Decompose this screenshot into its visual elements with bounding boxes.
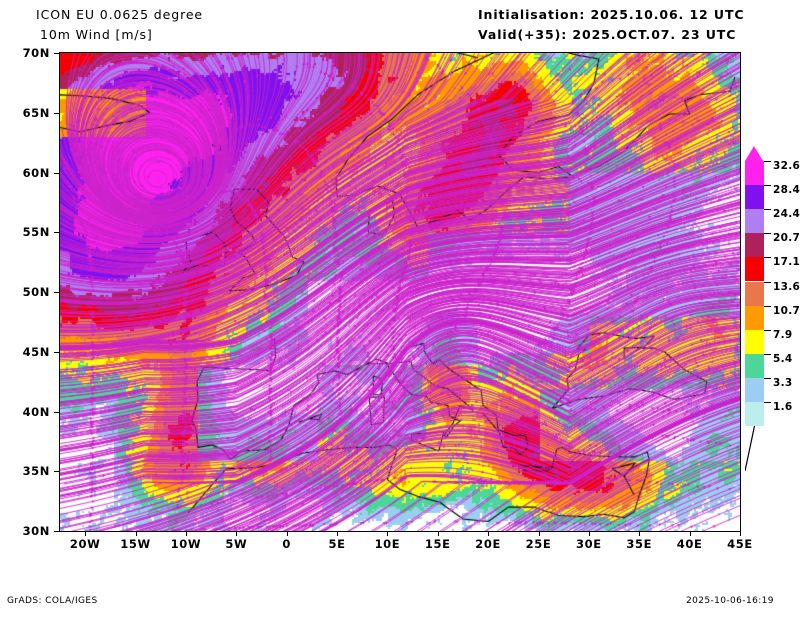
y-axis-tick <box>54 232 59 234</box>
colorbar-band <box>745 377 764 402</box>
x-axis-tick <box>236 531 238 536</box>
x-axis-tick <box>488 531 490 536</box>
x-axis-label: 15E <box>424 537 451 551</box>
colorbar-tick <box>764 233 771 235</box>
colorbar-max-arrow-icon <box>745 146 763 161</box>
colorbar-tick <box>764 402 771 403</box>
x-axis-label: 45E <box>727 537 753 551</box>
x-axis-tick <box>286 531 288 536</box>
y-axis-label: 55N <box>22 225 50 240</box>
y-axis-label: 60N <box>22 165 50 180</box>
y-axis-label: 30N <box>22 524 50 538</box>
y-axis-label: 45N <box>22 344 50 359</box>
y-axis-tick <box>54 411 59 413</box>
grads-credit: GrADS: COLA/IGES <box>7 596 98 606</box>
y-axis-tick <box>54 172 59 174</box>
colorbar-tick <box>764 377 771 379</box>
x-axis-label: 10W <box>170 537 202 551</box>
colorbar-tick <box>764 161 771 162</box>
colorbar-band <box>745 329 764 354</box>
y-axis-tick <box>54 292 59 293</box>
colorbar-band <box>745 233 764 258</box>
colorbar-label: 3.3 <box>773 376 793 389</box>
x-axis-tick <box>135 531 137 536</box>
y-axis-label: 50N <box>22 285 50 299</box>
colorbar-min-tail <box>744 425 764 472</box>
x-axis-label: 5E <box>328 537 346 551</box>
y-axis-tick <box>54 351 59 353</box>
map-plot-area[interactable] <box>59 52 741 532</box>
colorbar-label: 28.4 <box>773 184 800 197</box>
y-axis-tick <box>54 53 59 54</box>
colorbar-band <box>745 161 764 186</box>
x-axis-tick <box>639 531 641 536</box>
colorbar-band <box>745 209 764 234</box>
y-axis-tick <box>54 531 59 532</box>
colorbar-label: 5.4 <box>773 352 793 365</box>
x-axis-label: 25E <box>525 537 552 551</box>
x-axis-tick <box>437 531 439 536</box>
x-axis-label: 30E <box>576 537 602 551</box>
x-axis-tick <box>185 531 187 536</box>
colorbar-label: 1.6 <box>773 401 793 413</box>
colorbar-label: 13.6 <box>773 280 800 293</box>
y-axis-tick <box>54 471 59 473</box>
model-title: ICON EU 0.0625 degree <box>36 7 204 22</box>
y-axis-label: 35N <box>22 464 50 479</box>
x-axis-label: 0 <box>282 537 291 551</box>
valid-time-label: Valid(+35): 2025.OCT.07. 23 UTC <box>478 27 737 42</box>
y-axis-label: 40N <box>22 404 50 419</box>
x-axis-tick <box>689 531 691 536</box>
x-axis-tick <box>337 531 339 536</box>
x-axis-label: 10E <box>374 537 401 551</box>
render-timestamp: 2025-10-06-16:19 <box>686 596 774 606</box>
x-axis-tick <box>387 531 389 536</box>
colorbar-band <box>745 281 764 306</box>
colorbar-label: 10.7 <box>773 304 800 317</box>
colorbar-tick <box>764 185 771 187</box>
x-axis-label: 20W <box>69 537 101 551</box>
x-axis-tick <box>740 531 741 536</box>
colorbar-tick <box>764 329 771 331</box>
colorbar-tick <box>764 281 771 283</box>
colorbar-label: 32.6 <box>773 160 800 172</box>
colorbar-label: 7.9 <box>773 328 793 341</box>
colorbar-label: 17.1 <box>773 256 800 269</box>
colorbar-label: 20.7 <box>773 232 800 245</box>
x-axis-tick <box>538 531 540 536</box>
wind-field-canvas <box>60 53 740 531</box>
colorbar-band <box>745 257 764 282</box>
x-axis-tick <box>588 531 590 536</box>
colorbar-band <box>745 185 764 210</box>
colorbar-tick <box>764 209 771 211</box>
y-axis-label: 65N <box>22 105 50 120</box>
field-title: 10m Wind [m/s] <box>40 27 153 42</box>
y-axis-label: 70N <box>22 46 50 60</box>
x-axis-label: 15W <box>120 537 151 551</box>
x-axis-label: 40E <box>676 537 703 551</box>
colorbar-band <box>745 353 764 378</box>
colorbar-tick <box>764 305 771 307</box>
x-axis-label: 20E <box>475 537 501 551</box>
y-axis-tick <box>54 112 59 114</box>
colorbar-label: 24.4 <box>773 208 800 221</box>
colorbar-band <box>745 402 764 427</box>
colorbar-tick <box>764 353 771 355</box>
colorbar-tick <box>764 257 771 259</box>
wind-speed-colorbar[interactable]: 32.6 28.4 24.4 20.7 17.1 13.6 10.7 7.9 5.4 3.3 1.6 <box>744 146 800 472</box>
x-axis-label: 5W <box>225 537 248 551</box>
initialisation-label: Initialisation: 2025.10.06. 12 UTC <box>478 7 745 22</box>
x-axis-tick <box>85 531 87 536</box>
colorbar-band <box>745 305 764 330</box>
x-axis-label: 35E <box>626 537 653 551</box>
